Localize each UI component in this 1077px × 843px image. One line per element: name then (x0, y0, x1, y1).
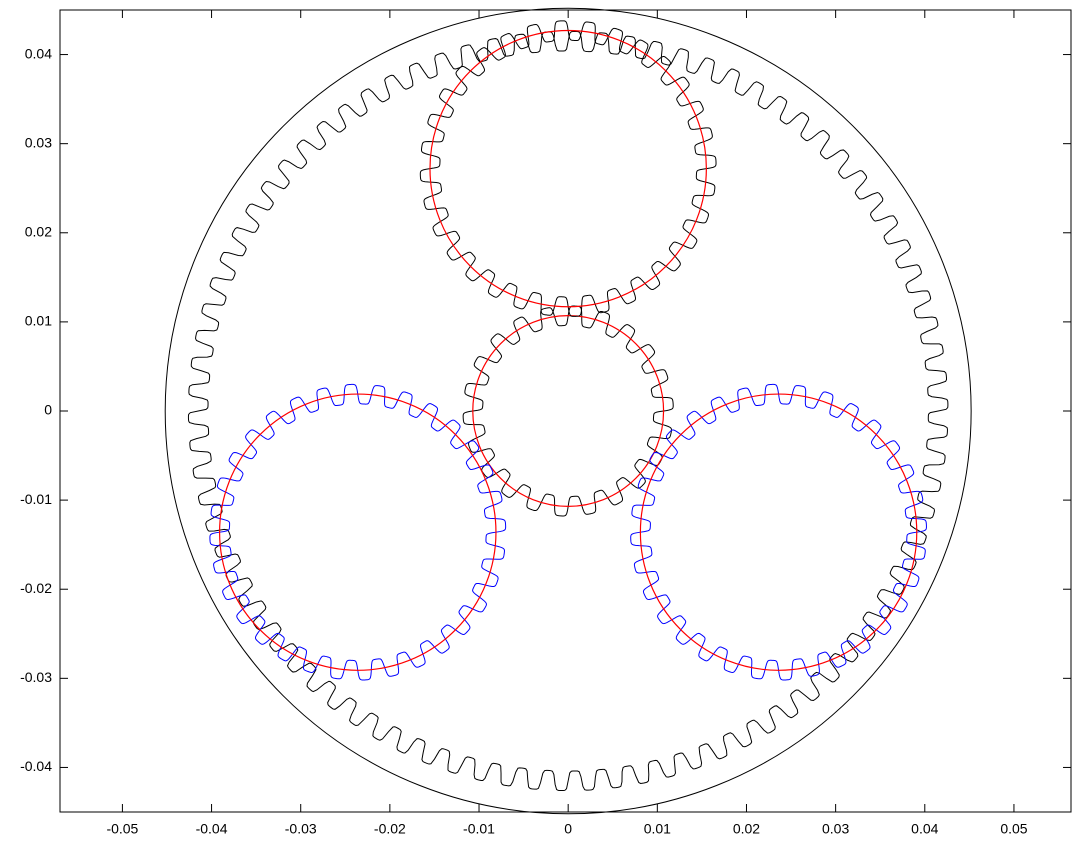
x-tick-label: 0.05 (1000, 821, 1027, 837)
x-tick-label: 0.03 (822, 821, 849, 837)
x-tick-label: 0.02 (733, 821, 760, 837)
x-tick-label: -0.02 (374, 821, 406, 837)
y-tick-label: -0.02 (20, 580, 52, 596)
x-tick-label: 0.04 (911, 821, 938, 837)
x-tick-label: -0.03 (285, 821, 317, 837)
y-tick-label: -0.04 (20, 758, 52, 774)
y-tick-label: -0.01 (20, 491, 52, 507)
y-tick-label: 0.02 (25, 223, 52, 239)
y-tick-label: 0 (44, 402, 52, 418)
x-tick-label: 0 (564, 821, 572, 837)
y-tick-label: -0.03 (20, 669, 52, 685)
y-tick-label: 0.04 (25, 45, 52, 61)
chart: -0.05 -0.04 -0.03 -0.02 -0.01 0 0.01 0.02 0.03 0.… (0, 0, 1077, 843)
y-tick-label: 0.01 (25, 313, 52, 329)
y-tick-label: 0.03 (25, 134, 52, 150)
x-tick-label: -0.04 (196, 821, 228, 837)
plot-area (60, 10, 1071, 812)
x-tick-label: 0.01 (644, 821, 671, 837)
x-tick-label: -0.05 (106, 821, 138, 837)
x-tick-label: -0.01 (463, 821, 495, 837)
